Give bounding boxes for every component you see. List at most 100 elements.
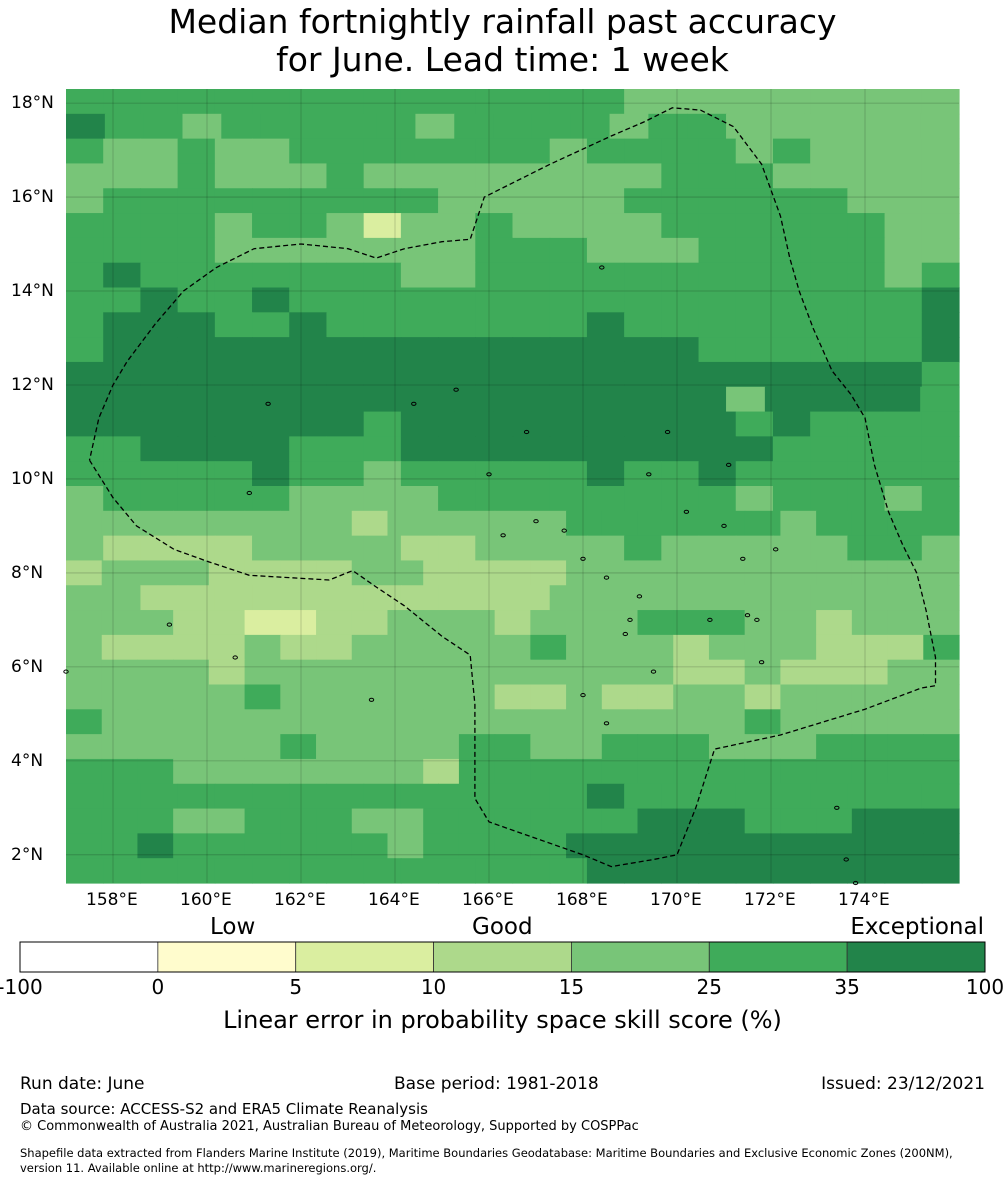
grid-cell (103, 436, 142, 462)
grid-cell (438, 163, 476, 189)
grid-cell (624, 361, 662, 388)
grid-cell (810, 287, 848, 313)
colorbar-tick: 15 (558, 975, 585, 999)
grid-cell (177, 163, 216, 189)
grid-cell (673, 684, 710, 710)
base-period: Base period: 1981-2018 (394, 1074, 599, 1094)
grid-cell (208, 808, 246, 834)
grid-cell (66, 486, 104, 512)
grid-cell (772, 188, 811, 214)
grid-cell (137, 709, 174, 735)
grid-cell (289, 287, 328, 313)
grid-cell (884, 312, 923, 338)
grid-cell (549, 213, 588, 239)
grid-cell (438, 262, 476, 289)
grid-cell (137, 758, 174, 785)
skill-grid (66, 89, 960, 884)
grid-cell (847, 213, 886, 239)
grid-cell (530, 734, 567, 760)
grid-cell (66, 213, 104, 239)
grid-cell (103, 461, 142, 487)
grid-cell (586, 163, 625, 189)
grid-cell (351, 758, 389, 785)
grid-cell (423, 684, 460, 710)
grid-cell (316, 510, 353, 537)
grid-cell (637, 510, 674, 537)
grid-cell (316, 610, 353, 636)
grid-cell (66, 535, 104, 562)
grid-cell (66, 709, 103, 735)
grid-cell (661, 337, 700, 363)
grid-cell (252, 486, 290, 512)
grid-cell (708, 510, 746, 537)
grid-cell (103, 163, 142, 189)
grid-cell (887, 610, 924, 636)
grid-cell (103, 361, 142, 388)
grid-cell (586, 138, 625, 165)
grid-cell (530, 684, 567, 710)
grid-cell (252, 858, 290, 884)
grid-cell (780, 560, 817, 586)
grid-cell (66, 138, 104, 165)
grid-cell (244, 709, 281, 735)
grid-cell (549, 461, 588, 487)
grid-cell (177, 89, 216, 115)
grid-cell (764, 386, 805, 413)
grid-cell (698, 237, 737, 264)
grid-cell (458, 758, 496, 785)
grid-cell (316, 734, 353, 760)
grid-cell (884, 361, 923, 388)
grid-cell (735, 361, 774, 388)
grid-cell (326, 138, 365, 165)
grid-cell (637, 758, 674, 785)
grid-cell (214, 138, 253, 165)
grid-cell (661, 411, 700, 437)
grid-cell (586, 411, 625, 437)
grid-cell (140, 436, 179, 462)
grid-cell (624, 858, 662, 884)
grid-cell (103, 486, 142, 512)
grid-cell (586, 312, 625, 338)
island (773, 547, 779, 552)
grid-cell (244, 560, 281, 586)
grid-cell (252, 262, 290, 289)
grid-cell (475, 163, 514, 189)
grid-cell (531, 113, 572, 140)
grid-cell (351, 634, 389, 661)
grid-cell (280, 560, 317, 586)
grid-cell (887, 634, 924, 661)
grid-cell (66, 808, 103, 834)
grid-cell (566, 709, 603, 735)
grid-cell (494, 659, 531, 686)
grid-cell (566, 758, 603, 785)
grid-cell (512, 858, 551, 884)
grid-cell (208, 709, 246, 735)
grid-cell (458, 610, 496, 636)
grid-cell (744, 808, 781, 834)
grid-cell (400, 535, 439, 562)
grid-cell (458, 833, 496, 859)
grid-cell (244, 510, 281, 537)
grid-cell (173, 560, 210, 586)
grid-cell (140, 858, 179, 884)
grid-cell (566, 833, 603, 859)
grid-cell (609, 113, 649, 140)
grid-cell (601, 659, 639, 686)
grid-cell (458, 709, 496, 735)
grid-cell (214, 486, 253, 512)
grid-cell (810, 312, 848, 338)
grid-cell (887, 833, 924, 859)
grid-cell (772, 858, 811, 884)
island (664, 429, 671, 435)
grid-cell (512, 486, 551, 512)
grid-cell (637, 634, 674, 661)
grid-cell (244, 758, 281, 785)
grid-cell (744, 560, 781, 586)
grid-cell (289, 436, 328, 462)
grid-cell (494, 709, 531, 735)
grid-cell (252, 287, 290, 313)
grid-cell (363, 89, 402, 115)
colorbar-tick: 100 (965, 975, 1005, 999)
grid-cell (289, 237, 328, 264)
grid-cell (363, 436, 402, 462)
